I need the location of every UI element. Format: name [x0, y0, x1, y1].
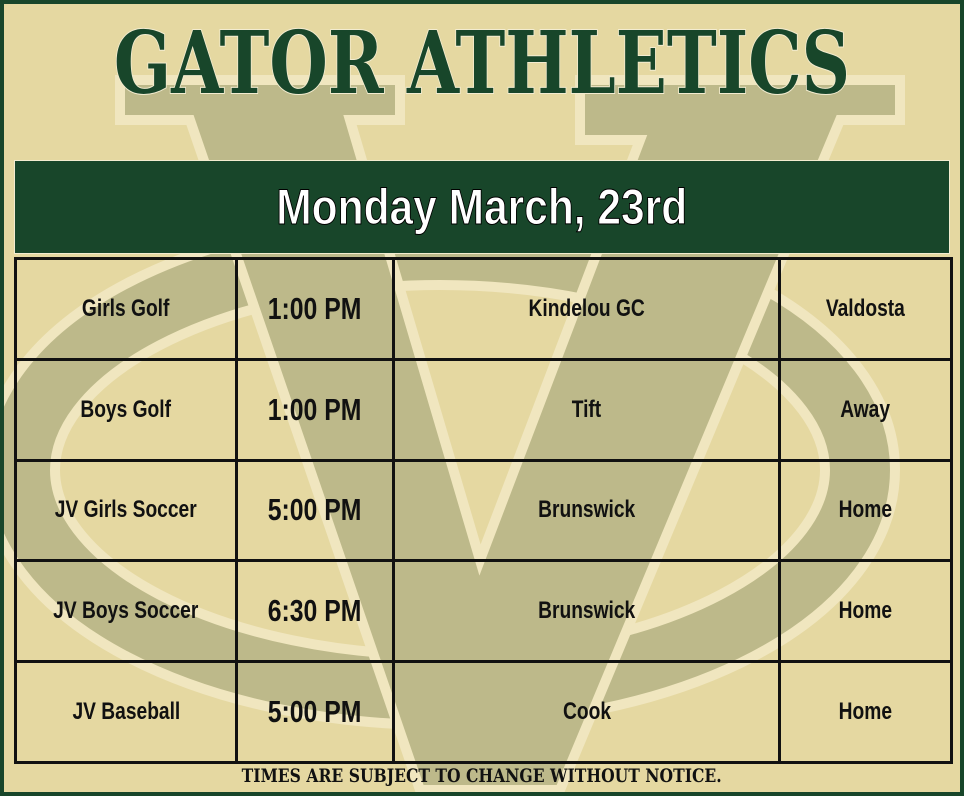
time-cell-text: 6:30 PM	[268, 593, 362, 629]
footer-note: TIMES ARE SUBJECT TO CHANGE WITHOUT NOTI…	[241, 765, 723, 787]
opponent-cell: Cook	[392, 660, 781, 764]
table-row: Girls Golf 1:00 PM Kindelou GC Valdosta	[14, 257, 953, 361]
sport-cell: JV Boys Soccer	[14, 559, 238, 664]
table-row: Boys Golf 1:00 PM Tift Away	[14, 357, 953, 462]
opponent-cell-text: Kindelou GC	[528, 294, 645, 322]
opponent-cell: Brunswick	[392, 559, 781, 664]
location-cell-text: Home	[838, 597, 893, 625]
time-cell-text: 1:00 PM	[268, 391, 362, 427]
time-cell-text: 1:00 PM	[268, 290, 362, 326]
sport-cell-text: Boys Golf	[80, 395, 172, 423]
time-cell: 5:00 PM	[235, 458, 395, 563]
location-cell-text: Home	[838, 496, 893, 524]
location-cell: Home	[778, 559, 953, 664]
time-cell: 5:00 PM	[235, 660, 395, 764]
location-cell: Home	[778, 660, 953, 764]
opponent-cell-text: Brunswick	[537, 597, 636, 625]
location-cell: Valdosta	[778, 257, 953, 361]
location-cell-text: Away	[840, 395, 891, 423]
sport-cell-text: JV Girls Soccer	[55, 496, 197, 524]
sport-cell: JV Girls Soccer	[14, 458, 238, 563]
date-text: Monday March, 23rd	[276, 179, 688, 236]
opponent-cell-text: Cook	[562, 698, 611, 726]
opponent-cell-text: Brunswick	[537, 496, 636, 524]
table-row: JV Baseball 5:00 PM Cook Home	[14, 660, 953, 764]
sport-cell: JV Baseball	[14, 660, 238, 764]
date-banner: Monday March, 23rd	[14, 160, 950, 254]
time-cell-text: 5:00 PM	[268, 492, 362, 528]
location-cell: Home	[778, 458, 953, 563]
time-cell-text: 5:00 PM	[268, 694, 362, 730]
sport-cell-text: JV Baseball	[72, 698, 180, 726]
title-area: GATOR ATHLETICS	[0, 13, 964, 115]
sport-cell: Girls Golf	[14, 257, 238, 361]
table-row: JV Girls Soccer 5:00 PM Brunswick Home	[14, 458, 953, 563]
time-cell: 6:30 PM	[235, 559, 395, 664]
time-cell: 1:00 PM	[235, 357, 395, 462]
opponent-cell: Brunswick	[392, 458, 781, 563]
opponent-cell: Tift	[392, 357, 781, 462]
location-cell: Away	[778, 357, 953, 462]
location-cell-text: Valdosta	[826, 294, 905, 322]
opponent-cell: Kindelou GC	[392, 257, 781, 361]
sport-cell-text: JV Boys Soccer	[53, 597, 199, 625]
location-cell-text: Home	[838, 698, 893, 726]
opponent-cell-text: Tift	[571, 395, 602, 423]
page-title: GATOR ATHLETICS	[113, 13, 851, 115]
time-cell: 1:00 PM	[235, 257, 395, 361]
table-row: JV Boys Soccer 6:30 PM Brunswick Home	[14, 559, 953, 664]
sport-cell-text: Girls Golf	[82, 294, 170, 322]
schedule-table: Girls Golf 1:00 PM Kindelou GC Valdosta Boys…	[14, 257, 953, 764]
sport-cell: Boys Golf	[14, 357, 238, 462]
